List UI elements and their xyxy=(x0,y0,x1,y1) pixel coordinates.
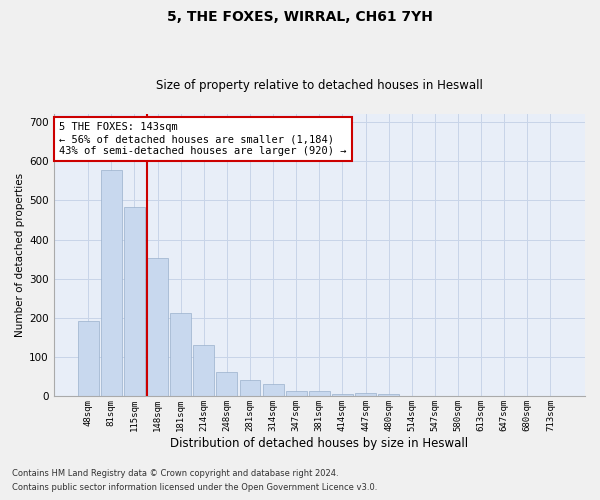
Text: 5 THE FOXES: 143sqm
← 56% of detached houses are smaller (1,184)
43% of semi-det: 5 THE FOXES: 143sqm ← 56% of detached ho… xyxy=(59,122,346,156)
Bar xyxy=(101,170,122,396)
X-axis label: Distribution of detached houses by size in Heswall: Distribution of detached houses by size … xyxy=(170,437,469,450)
Bar xyxy=(193,346,214,397)
Bar xyxy=(78,321,98,396)
Bar xyxy=(332,394,353,396)
Text: Contains public sector information licensed under the Open Government Licence v3: Contains public sector information licen… xyxy=(12,484,377,492)
Bar xyxy=(263,384,284,396)
Bar xyxy=(217,372,237,396)
Title: Size of property relative to detached houses in Heswall: Size of property relative to detached ho… xyxy=(156,79,483,92)
Text: 5, THE FOXES, WIRRAL, CH61 7YH: 5, THE FOXES, WIRRAL, CH61 7YH xyxy=(167,10,433,24)
Y-axis label: Number of detached properties: Number of detached properties xyxy=(15,173,25,338)
Bar xyxy=(378,394,399,396)
Bar xyxy=(309,392,330,396)
Bar xyxy=(147,258,168,396)
Bar xyxy=(124,207,145,396)
Bar xyxy=(170,313,191,396)
Bar xyxy=(286,390,307,396)
Bar xyxy=(355,393,376,396)
Bar xyxy=(239,380,260,396)
Text: Contains HM Land Registry data © Crown copyright and database right 2024.: Contains HM Land Registry data © Crown c… xyxy=(12,468,338,477)
